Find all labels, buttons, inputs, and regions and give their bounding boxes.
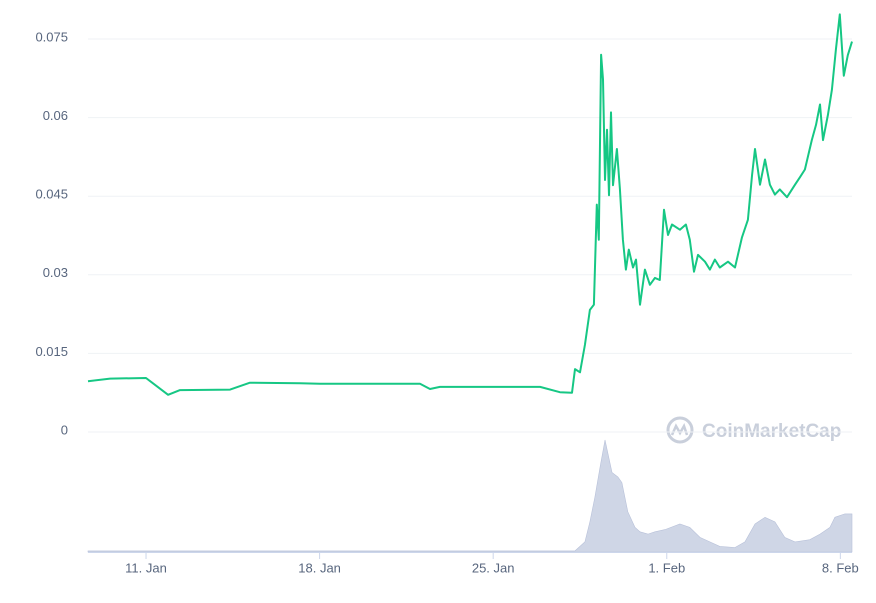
x-tick-label: 1. Feb: [648, 560, 685, 575]
y-tick-label: 0.045: [35, 187, 68, 202]
price-line: [87, 13, 853, 396]
watermark-logo-mark: [670, 422, 689, 436]
x-tick-label: 18. Jan: [298, 560, 341, 575]
y-tick-label: 0.06: [43, 108, 68, 123]
y-tick-label: 0: [61, 422, 68, 437]
x-tick-label: 25. Jan: [472, 560, 515, 575]
y-tick-label: 0.015: [35, 344, 68, 359]
x-tick-label: 11. Jan: [125, 560, 167, 575]
y-tick-label: 0.03: [43, 265, 68, 280]
volume-area: [87, 439, 853, 553]
watermark: CoinMarketCap: [666, 416, 841, 444]
y-tick-label: 0.075: [35, 29, 68, 44]
watermark-logo: [666, 416, 694, 444]
x-tick-label: 8. Feb: [822, 560, 859, 575]
